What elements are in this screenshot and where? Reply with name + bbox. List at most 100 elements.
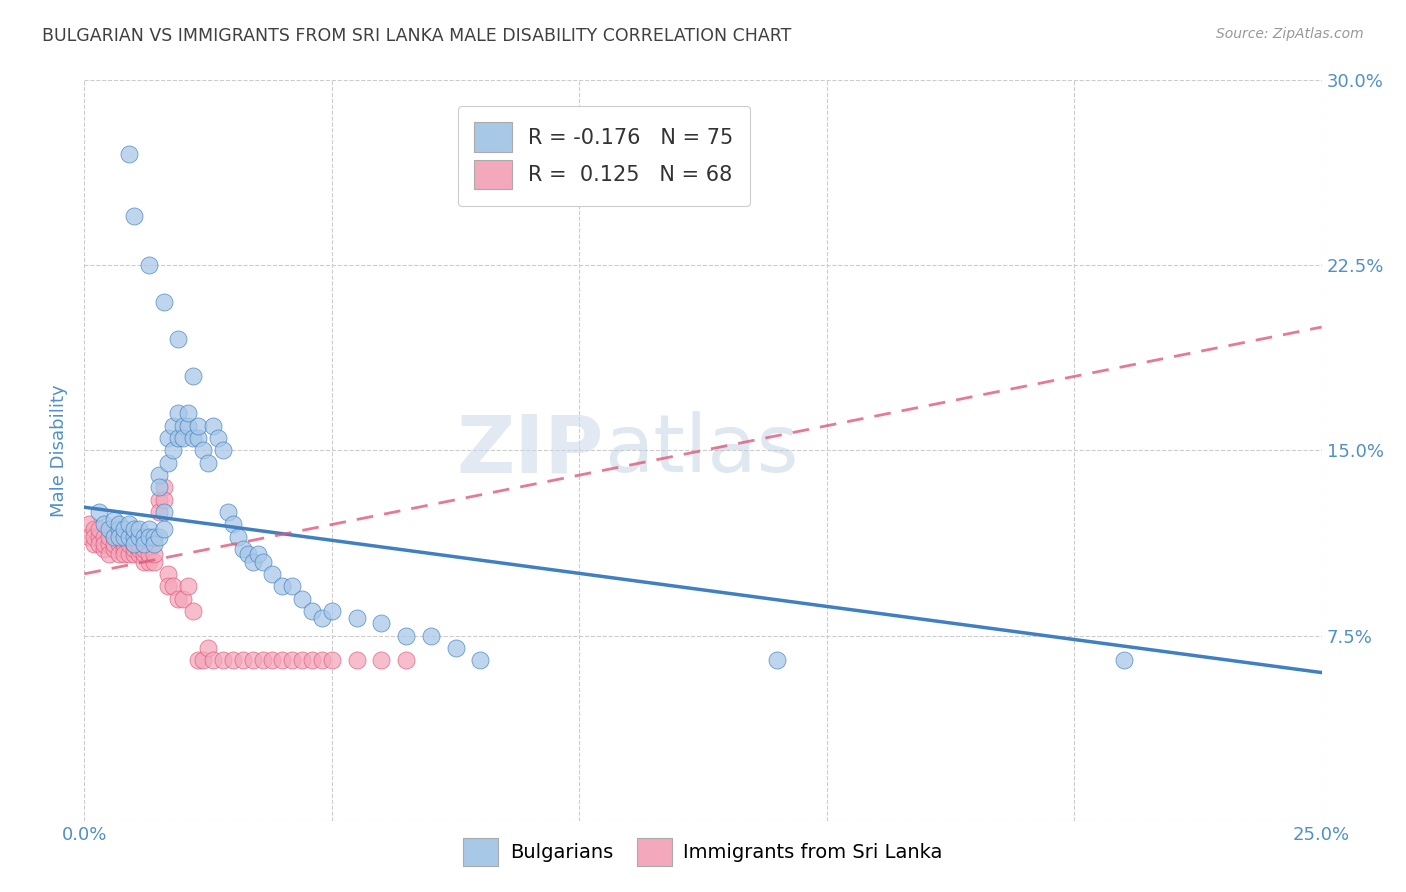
Point: [98, 537, 121, 551]
Point: [291, 591, 314, 606]
Point: [132, 542, 155, 557]
Point: [226, 530, 249, 544]
Point: [197, 456, 219, 470]
Point: [252, 653, 274, 667]
Point: [138, 547, 160, 561]
Point: [321, 604, 343, 618]
Point: [122, 537, 145, 551]
Legend: Bulgarians, Immigrants from Sri Lanka: Bulgarians, Immigrants from Sri Lanka: [456, 830, 950, 873]
Point: [162, 418, 184, 433]
Point: [132, 537, 155, 551]
Point: [112, 542, 135, 557]
Point: [177, 418, 200, 433]
Point: [181, 369, 204, 384]
Point: [108, 547, 131, 561]
Y-axis label: Male Disability: Male Disability: [51, 384, 69, 516]
Point: [93, 537, 115, 551]
Point: [181, 431, 204, 445]
Point: [138, 523, 160, 537]
Point: [89, 505, 111, 519]
Text: atlas: atlas: [605, 411, 799, 490]
Point: [152, 295, 174, 310]
Point: [152, 480, 174, 494]
Point: [112, 537, 135, 551]
Point: [108, 523, 131, 537]
Point: [148, 492, 170, 507]
Point: [246, 547, 269, 561]
Point: [187, 418, 209, 433]
Point: [83, 530, 105, 544]
Point: [142, 537, 165, 551]
Point: [419, 628, 441, 642]
Point: [122, 530, 145, 544]
Point: [395, 628, 418, 642]
Point: [132, 555, 155, 569]
Point: [291, 653, 314, 667]
Point: [138, 258, 160, 272]
Point: [202, 418, 225, 433]
Point: [152, 523, 174, 537]
Point: [108, 530, 131, 544]
Point: [167, 332, 190, 346]
Point: [108, 537, 131, 551]
Legend: R = -0.176   N = 75, R =  0.125   N = 68: R = -0.176 N = 75, R = 0.125 N = 68: [457, 105, 751, 206]
Point: [346, 653, 368, 667]
Point: [108, 530, 131, 544]
Point: [202, 653, 225, 667]
Point: [370, 616, 392, 631]
Point: [1112, 653, 1135, 667]
Point: [232, 653, 254, 667]
Point: [138, 530, 160, 544]
Point: [103, 542, 125, 557]
Point: [152, 492, 174, 507]
Point: [271, 579, 294, 593]
Point: [212, 443, 235, 458]
Point: [103, 512, 125, 526]
Point: [122, 542, 145, 557]
Point: [301, 653, 323, 667]
Point: [311, 611, 333, 625]
Point: [122, 547, 145, 561]
Point: [207, 431, 229, 445]
Point: [132, 530, 155, 544]
Point: [281, 579, 304, 593]
Point: [177, 407, 200, 421]
Point: [142, 555, 165, 569]
Point: [89, 530, 111, 544]
Point: [148, 530, 170, 544]
Text: Source: ZipAtlas.com: Source: ZipAtlas.com: [1216, 27, 1364, 41]
Point: [79, 530, 101, 544]
Point: [98, 523, 121, 537]
Point: [128, 547, 150, 561]
Point: [262, 653, 284, 667]
Point: [122, 537, 145, 551]
Point: [212, 653, 235, 667]
Point: [122, 523, 145, 537]
Point: [181, 604, 204, 618]
Point: [118, 547, 141, 561]
Point: [191, 653, 214, 667]
Point: [444, 640, 467, 655]
Point: [177, 579, 200, 593]
Point: [83, 523, 105, 537]
Point: [138, 555, 160, 569]
Point: [132, 547, 155, 561]
Point: [236, 547, 259, 561]
Point: [167, 407, 190, 421]
Point: [162, 443, 184, 458]
Point: [301, 604, 323, 618]
Point: [262, 566, 284, 581]
Point: [89, 537, 111, 551]
Point: [79, 517, 101, 532]
Point: [122, 209, 145, 223]
Point: [172, 418, 194, 433]
Point: [281, 653, 304, 667]
Point: [152, 505, 174, 519]
Point: [187, 431, 209, 445]
Point: [232, 542, 254, 557]
Point: [157, 431, 180, 445]
Point: [321, 653, 343, 667]
Point: [142, 547, 165, 561]
Point: [128, 530, 150, 544]
Point: [118, 530, 141, 544]
